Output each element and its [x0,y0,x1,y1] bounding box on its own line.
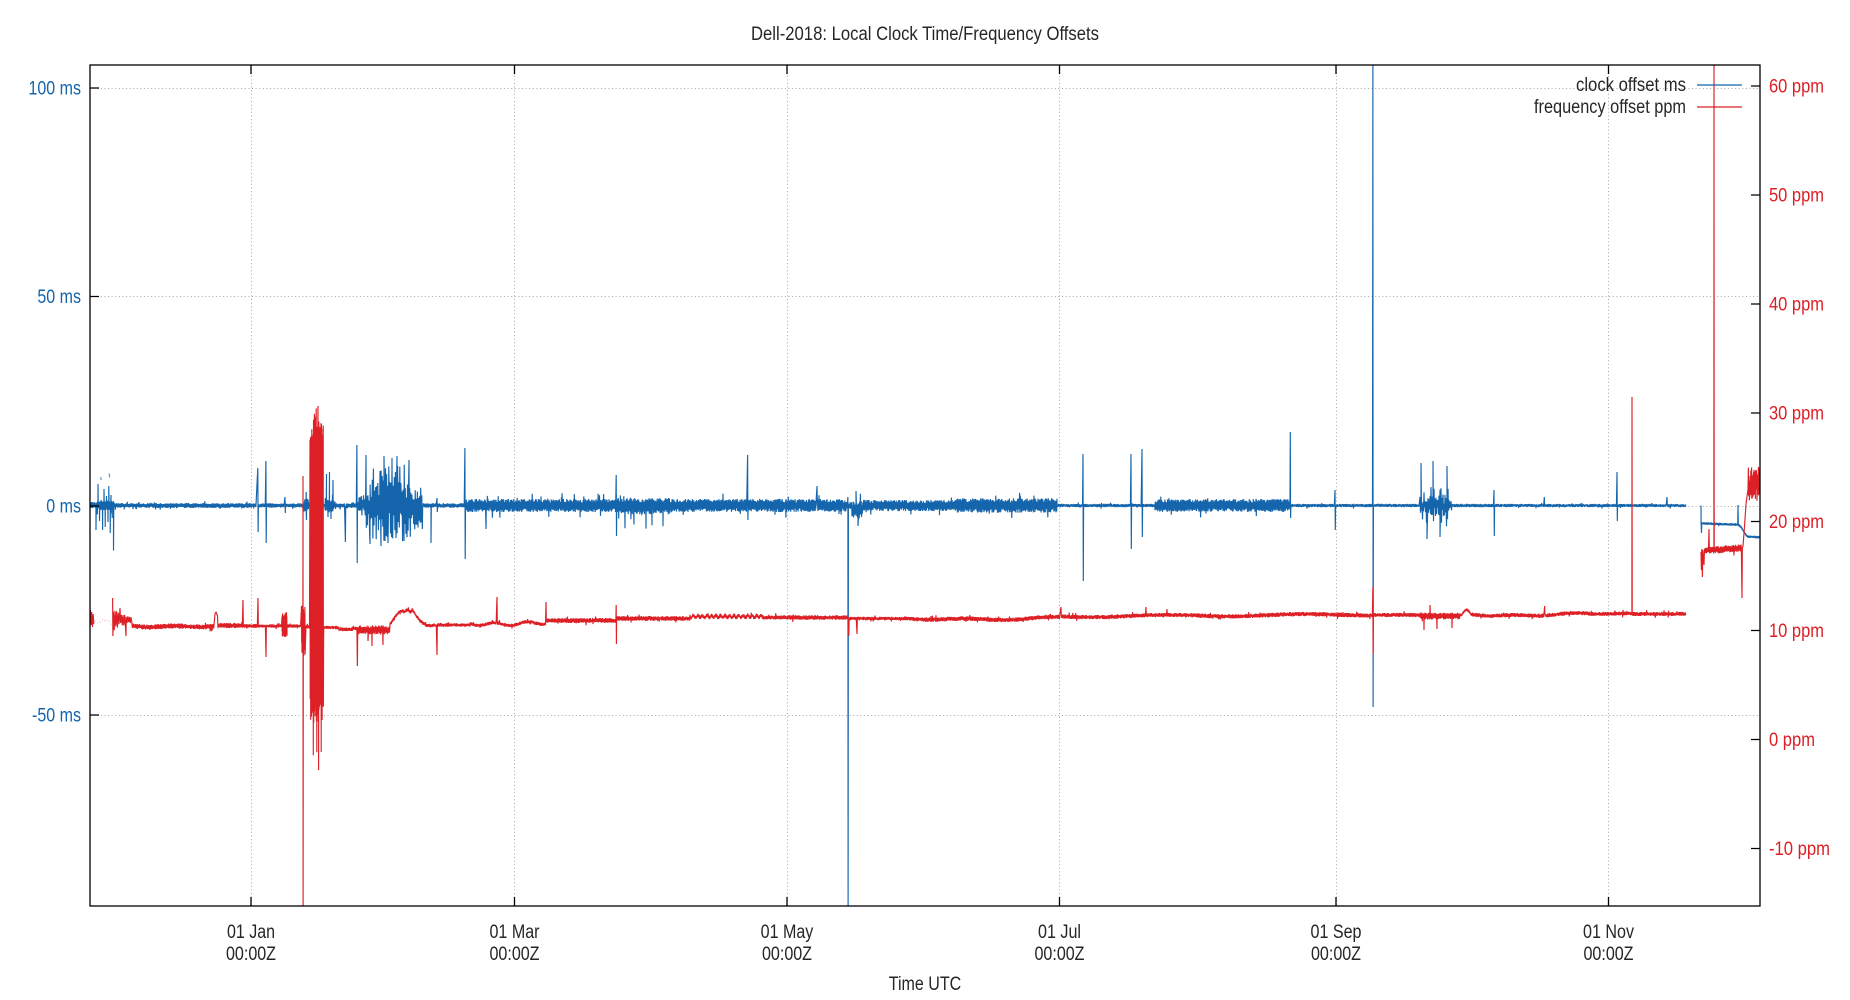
svg-text:20 ppm: 20 ppm [1769,512,1824,533]
svg-text:-50 ms: -50 ms [32,706,81,727]
svg-text:01 Jul: 01 Jul [1038,922,1081,943]
svg-text:0 ms: 0 ms [46,497,81,518]
svg-text:00:00Z: 00:00Z [762,944,812,965]
svg-text:01 Nov: 01 Nov [1583,922,1634,943]
svg-text:clock offset ms: clock offset ms [1576,75,1686,96]
svg-text:30 ppm: 30 ppm [1769,404,1824,425]
svg-text:0 ppm: 0 ppm [1769,730,1815,751]
svg-text:00:00Z: 00:00Z [1311,944,1361,965]
svg-text:00:00Z: 00:00Z [226,944,276,965]
svg-text:50 ppm: 50 ppm [1769,186,1824,207]
svg-text:Time UTC: Time UTC [889,974,962,995]
svg-text:Dell-2018: Local Clock Time/Fr: Dell-2018: Local Clock Time/Frequency Of… [751,24,1099,45]
svg-text:-10 ppm: -10 ppm [1769,839,1830,860]
svg-text:01 Jan: 01 Jan [227,922,275,943]
svg-text:100 ms: 100 ms [29,79,82,100]
svg-text:00:00Z: 00:00Z [490,944,540,965]
svg-text:01 Mar: 01 Mar [490,922,541,943]
svg-text:00:00Z: 00:00Z [1035,944,1085,965]
svg-text:01 Sep: 01 Sep [1311,922,1362,943]
svg-text:50 ms: 50 ms [37,287,81,308]
svg-text:00:00Z: 00:00Z [1584,944,1634,965]
svg-text:01 May: 01 May [761,922,814,943]
svg-text:frequency offset ppm: frequency offset ppm [1534,97,1686,118]
svg-text:40 ppm: 40 ppm [1769,295,1824,316]
svg-text:10 ppm: 10 ppm [1769,621,1824,642]
svg-text:60 ppm: 60 ppm [1769,77,1824,98]
